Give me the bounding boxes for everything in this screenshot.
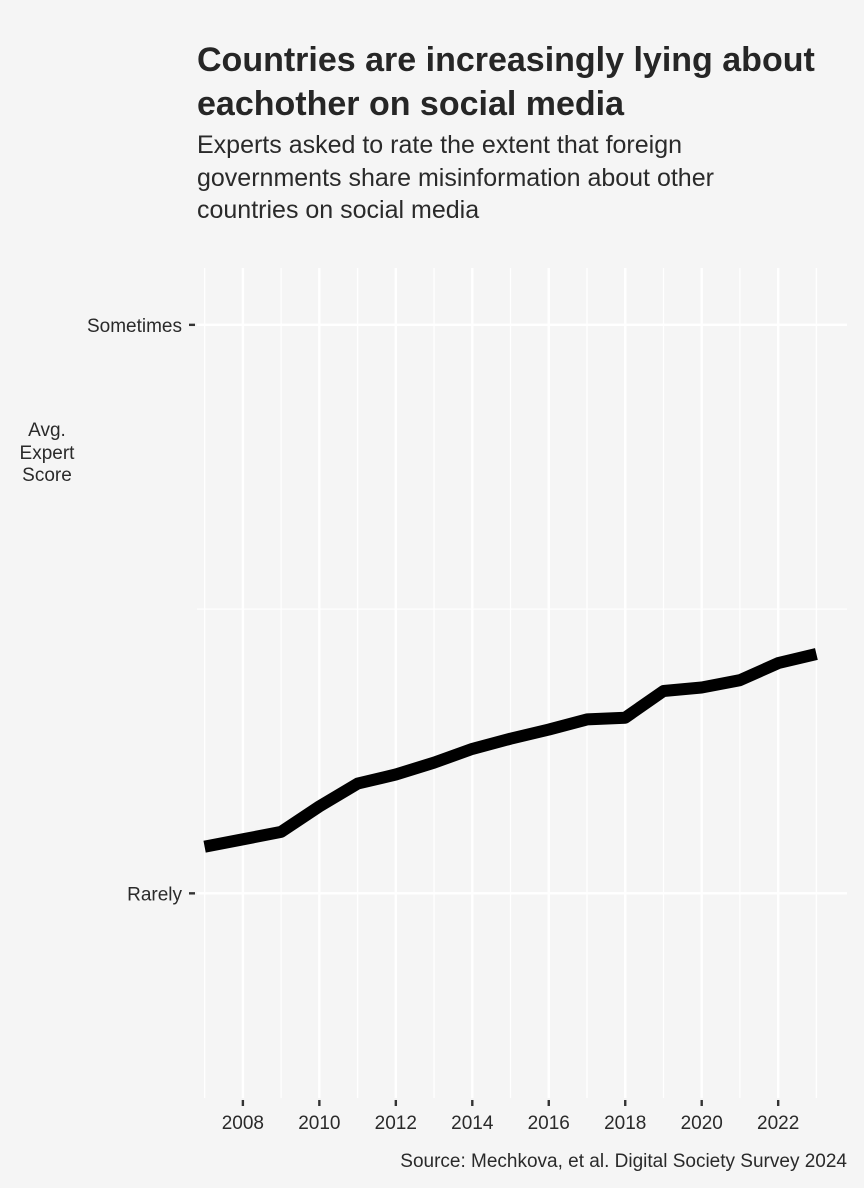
y-axis-label: Avg. Expert Score	[19, 420, 75, 486]
x-tick-label: 2022	[757, 1113, 799, 1134]
series-group	[203, 648, 818, 853]
chart-subtitle: Experts asked to rate the extent that fo…	[197, 131, 714, 224]
x-tick-label: 2008	[222, 1113, 264, 1134]
x-tick-label: 2016	[528, 1113, 570, 1134]
x-minor-gridlines	[203, 268, 818, 1098]
y-axis: Rarely Sometimes	[87, 316, 195, 905]
chart-title: Countries are increasingly lying about e…	[197, 41, 815, 123]
x-tick-label: 2018	[604, 1113, 646, 1134]
x-tick-label: 2020	[681, 1113, 723, 1134]
source-caption: Source: Mechkova, et al. Digital Society…	[400, 1151, 847, 1172]
y-tick-label: Sometimes	[87, 316, 182, 337]
x-tick-label: 2014	[451, 1113, 494, 1134]
y-gridlines	[197, 323, 847, 895]
x-tick-label: 2010	[298, 1113, 340, 1134]
x-axis: 2008 2010 2012 2014 2016 2018 2020 2022	[222, 1100, 799, 1134]
y-tick-label: Rarely	[127, 884, 182, 905]
x-tick-label: 2012	[375, 1113, 417, 1134]
